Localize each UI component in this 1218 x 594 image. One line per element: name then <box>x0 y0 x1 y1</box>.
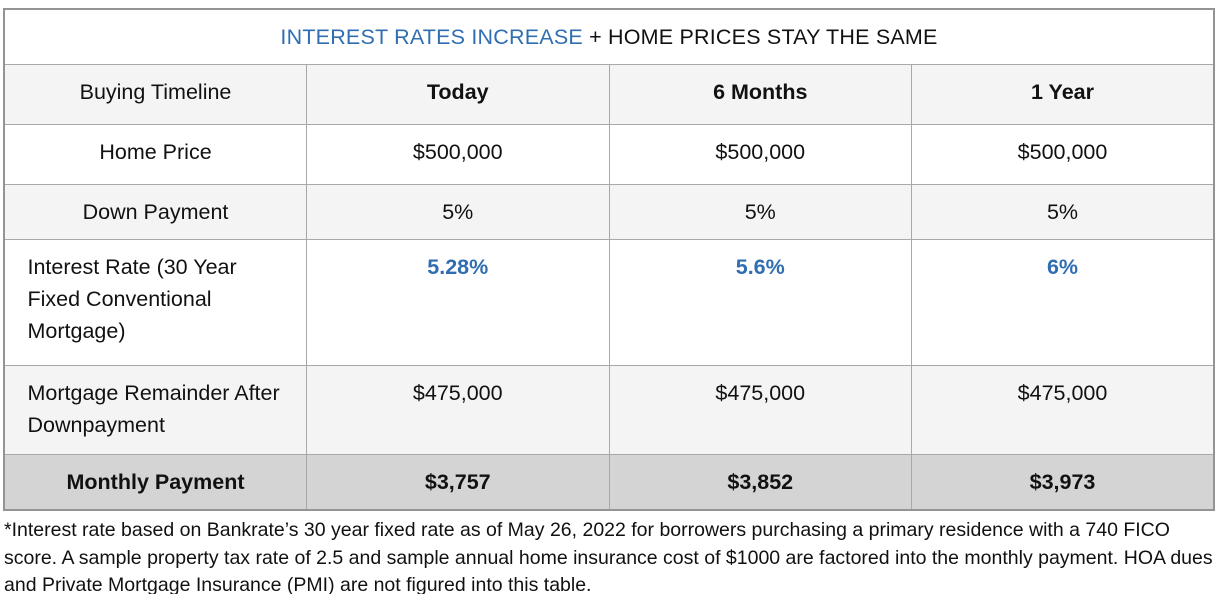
column-header-today: Today <box>306 64 610 125</box>
interest-rate-label-text: Interest Rate (30 Year Fixed Conventiona… <box>27 255 237 343</box>
mortgage-remainder-label-text: Mortgage Remainder After Downpayment <box>27 381 280 437</box>
table-row-interest-rate: Interest Rate (30 Year Fixed Conventiona… <box>3 239 1215 366</box>
title-highlight: INTEREST RATES INCREASE <box>280 25 583 49</box>
row-label-monthly-payment: Monthly Payment <box>3 454 307 511</box>
column-header-buying-timeline: Buying Timeline <box>3 64 307 125</box>
row-label-down-payment: Down Payment <box>3 184 307 240</box>
footnote: *Interest rate based on Bankrate’s 30 ye… <box>4 519 1213 594</box>
rates-comparison-table: INTEREST RATES INCREASE + HOME PRICES ST… <box>3 8 1215 511</box>
interest-rate-6-months: 5.6% <box>608 239 912 366</box>
home-price-today: $500,000 <box>306 124 610 185</box>
table-row-home-price: Home Price $500,000 $500,000 $500,000 <box>3 124 1215 185</box>
row-label-mortgage-remainder: Mortgage Remainder After Downpayment <box>3 365 307 455</box>
interest-rate-1-year: 6% <box>911 239 1215 366</box>
row-label-interest-rate: Interest Rate (30 Year Fixed Conventiona… <box>3 239 307 366</box>
column-header-6-months: 6 Months <box>608 64 912 125</box>
down-payment-6-months: 5% <box>608 184 912 240</box>
home-price-6-months: $500,000 <box>608 124 912 185</box>
mortgage-remainder-today: $475,000 <box>306 365 610 455</box>
table-header-row: Buying Timeline Today 6 Months 1 Year <box>3 64 1215 125</box>
table-row-monthly-payment: Monthly Payment $3,757 $3,852 $3,973 <box>3 454 1215 511</box>
title-rest: + HOME PRICES STAY THE SAME <box>582 25 938 49</box>
table-row-mortgage-remainder: Mortgage Remainder After Downpayment $47… <box>3 365 1215 455</box>
row-label-home-price: Home Price <box>3 124 307 185</box>
table-title-row: INTEREST RATES INCREASE + HOME PRICES ST… <box>3 8 1215 65</box>
down-payment-1-year: 5% <box>911 184 1215 240</box>
table-title: INTEREST RATES INCREASE + HOME PRICES ST… <box>3 8 1215 65</box>
monthly-payment-today: $3,757 <box>306 454 610 511</box>
mortgage-remainder-1-year: $475,000 <box>911 365 1215 455</box>
table-row-down-payment: Down Payment 5% 5% 5% <box>3 184 1215 240</box>
monthly-payment-6-months: $3,852 <box>608 454 912 511</box>
column-header-1-year: 1 Year <box>911 64 1215 125</box>
monthly-payment-1-year: $3,973 <box>911 454 1215 511</box>
down-payment-today: 5% <box>306 184 610 240</box>
interest-rate-today: 5.28% <box>306 239 610 366</box>
mortgage-remainder-6-months: $475,000 <box>608 365 912 455</box>
home-price-1-year: $500,000 <box>911 124 1215 185</box>
